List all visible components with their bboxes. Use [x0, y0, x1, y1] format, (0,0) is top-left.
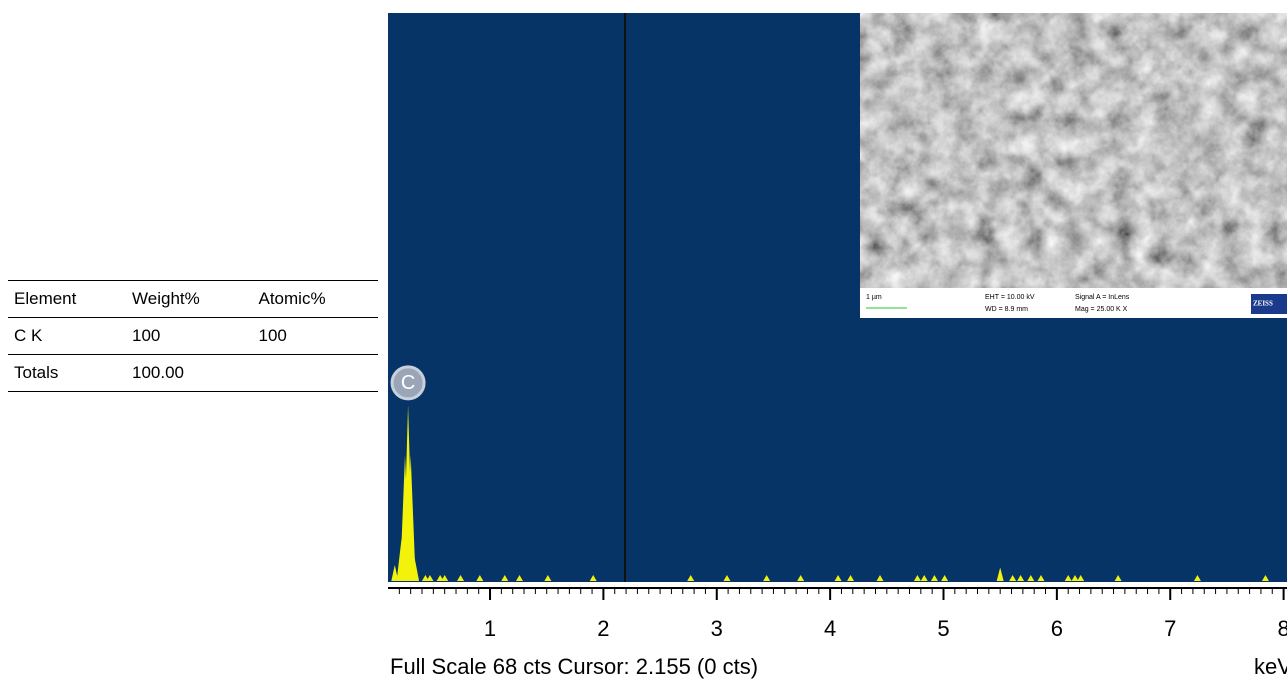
x-tick-label: 1: [484, 616, 496, 641]
cell: Element: [8, 280, 127, 318]
cell: 100: [252, 317, 378, 355]
spectrum-spike: [797, 574, 805, 581]
spectrum-spike: [913, 574, 921, 581]
sem-image: [860, 13, 1287, 289]
spectrum-spike: [1037, 574, 1045, 581]
spectrum-spike: [436, 574, 444, 581]
spectrum-spike: [476, 574, 484, 581]
spectrum-spike: [834, 574, 842, 581]
sem-scale: 1 µm: [866, 294, 882, 301]
spectrum-spike: [941, 574, 949, 581]
row: Totals 100.00: [8, 354, 378, 392]
spectrum-spike: [930, 574, 938, 581]
spectrum-spike: [763, 574, 771, 581]
spectrum-spike: [421, 574, 429, 581]
spectrum-spike: [996, 567, 1004, 581]
sem-mag: Mag = 25.00 K X: [1075, 306, 1128, 313]
spectrum-spike: [589, 574, 597, 581]
sem-signal: Signal A = InLens: [1075, 294, 1130, 301]
spectrum-spike: [1114, 574, 1122, 581]
footer: Full Scale 68 cts Cursor: 2.155 (0 cts): [390, 654, 758, 679]
spectrum-spike: [847, 574, 855, 581]
sem-eht: EHT = 10.00 kV: [985, 294, 1035, 301]
cell: Weight%: [126, 280, 253, 318]
spectrum-spike: [1009, 574, 1017, 581]
x-tick-label: 3: [711, 616, 723, 641]
spectrum-spike: [409, 554, 420, 581]
spectrum-spike: [544, 574, 552, 581]
x-tick-label: 8: [1277, 616, 1287, 641]
spectrum-spike: [1017, 574, 1025, 581]
spectrum-spike: [1027, 574, 1035, 581]
spectrum-spike: [920, 574, 928, 581]
spectrum-spike: [1077, 574, 1085, 581]
spectrum-spike: [1071, 574, 1079, 581]
peak-label-badge: [390, 365, 426, 401]
x-tick-label: 7: [1164, 616, 1176, 641]
x-unit: keV: [1254, 654, 1287, 679]
x-tick-label: 4: [824, 616, 836, 641]
sem-info-bar: [860, 288, 1287, 318]
zeiss-logo: [1251, 294, 1287, 314]
x-tick-label: 6: [1051, 616, 1063, 641]
zeiss-text: ZEISS: [1253, 300, 1273, 308]
spectrum-spike: [1193, 574, 1201, 581]
spectrum-spike: [405, 454, 416, 581]
cell: [252, 354, 378, 392]
element-table: Element Weight% Atomic% C K 100 100 Totals 100.…: [8, 280, 378, 392]
spectrum-spike: [391, 564, 399, 581]
peak-label: C: [401, 372, 415, 394]
spectrum-spike: [426, 574, 434, 581]
spectrum-spike: [1064, 574, 1072, 581]
cell: Totals: [8, 354, 127, 392]
cell: 100.00: [126, 354, 253, 392]
sem-wd: WD = 8.9 mm: [985, 306, 1028, 313]
spectrum-spike: [457, 574, 465, 581]
spectrum-spike: [1261, 574, 1269, 581]
spectrum-spike: [501, 574, 509, 581]
spectrum-spike: [723, 574, 731, 581]
x-tick-label: 5: [937, 616, 949, 641]
spectrum-spike: [441, 574, 449, 581]
x-tick-label: 2: [597, 616, 609, 641]
spectrum-spike: [687, 574, 695, 581]
spectrum-spike: [516, 574, 524, 581]
spectrum-spike: [876, 574, 884, 581]
